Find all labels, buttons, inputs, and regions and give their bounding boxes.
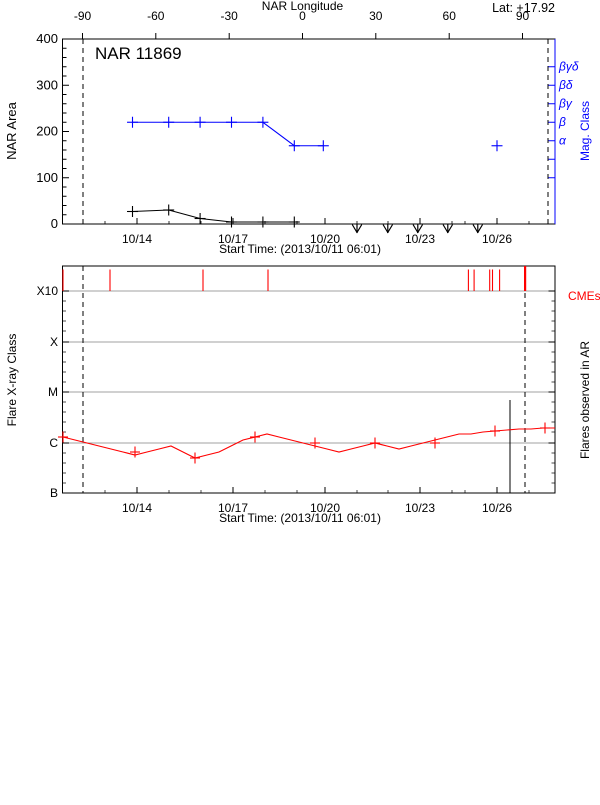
svg-text:10/23: 10/23 [405,501,435,515]
svg-text:βγ: βγ [558,97,573,111]
svg-text:Flare X-ray Class: Flare X-ray Class [5,334,19,427]
svg-text:βγδ: βγδ [558,60,579,74]
svg-text:Start Time: (2013/10/11 06:01): Start Time: (2013/10/11 06:01) [219,242,381,256]
svg-text:B: B [50,486,58,500]
svg-text:β: β [558,115,566,129]
svg-text:NAR Longitude: NAR Longitude [262,0,344,13]
svg-text:10/23: 10/23 [405,232,435,246]
svg-text:10/26: 10/26 [482,232,512,246]
svg-text:10/26: 10/26 [482,501,512,515]
svg-text:60: 60 [443,9,457,23]
svg-text:300: 300 [36,78,58,93]
svg-text:M: M [48,385,58,399]
svg-text:βδ: βδ [558,78,573,92]
svg-text:C: C [49,436,58,450]
svg-text:30: 30 [369,9,383,23]
svg-text:CMEs: CMEs [568,289,600,303]
svg-text:NAR Area: NAR Area [4,101,19,160]
svg-text:0: 0 [51,216,58,231]
svg-text:Mag. Class: Mag. Class [578,101,592,161]
svg-text:α: α [559,134,567,148]
svg-text:NAR 11869: NAR 11869 [95,44,182,63]
svg-text:10/14: 10/14 [122,232,152,246]
svg-text:-30: -30 [221,9,239,23]
svg-text:-90: -90 [74,9,92,23]
svg-text:200: 200 [36,124,58,139]
svg-text:10/14: 10/14 [122,501,152,515]
svg-text:X: X [50,335,58,349]
svg-text:X10: X10 [37,284,59,298]
svg-text:Flares observed in AR: Flares observed in AR [578,341,592,459]
svg-text:Lat: +17.92: Lat: +17.92 [492,1,555,15]
svg-text:Start Time: (2013/10/11 06:01): Start Time: (2013/10/11 06:01) [219,511,381,525]
svg-text:400: 400 [36,31,58,46]
svg-text:100: 100 [36,170,58,185]
svg-text:-60: -60 [147,9,165,23]
